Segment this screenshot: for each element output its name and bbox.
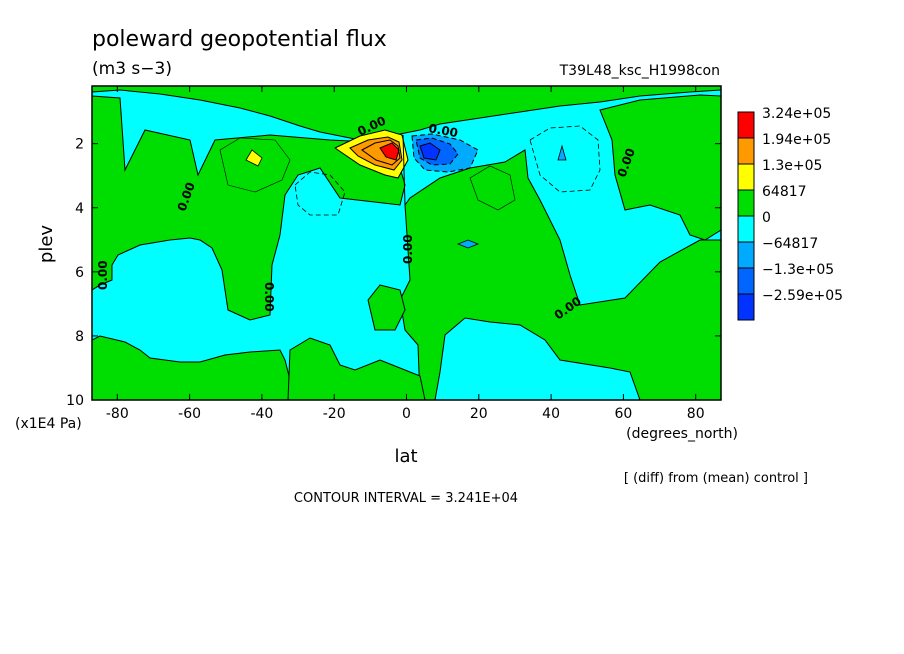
diff-note: [ (diff) from (mean) control ] [624,471,808,486]
legend-label: −1.3e+05 [762,262,834,278]
x-tick-label: -80 [106,406,129,422]
x-tick-label: -20 [323,406,346,422]
yellow-patch-south [245,149,263,167]
legend-swatch [737,267,755,295]
x-axis-units: (degrees_north) [626,426,738,442]
y-axis-label: plev [36,225,57,264]
legend-swatch [737,215,755,243]
plot-area [92,86,721,400]
contour-label: 0.00 [427,121,459,140]
legend-label: 1.3e+05 [762,158,822,174]
x-tick-label: -60 [178,406,201,422]
y-tick-label: 4 [75,201,84,217]
positive-region-northern-hemisphere [399,149,721,400]
legend-label: −64817 [762,236,818,252]
legend-swatch [737,137,755,165]
x-tick-label: 40 [542,406,560,422]
legend-swatch [737,111,755,139]
weak-positive-contour-south [219,137,291,193]
legend-label: 64817 [762,184,807,200]
y-tick-label: 2 [75,137,84,153]
blue-patch-north [557,144,567,161]
legend-label: 3.24e+05 [762,106,831,122]
contour-label: 0.00 [401,234,415,264]
positive-region-southern-hemisphere [92,95,406,321]
legend-swatch [737,241,755,269]
negative-anomaly-lobe [411,133,479,173]
contour-label: 0.00 [96,260,110,290]
legend-swatch [737,163,755,191]
legend-label: −2.59e+05 [762,288,843,304]
x-tick-label: -40 [250,406,273,422]
x-tick-label: 20 [470,406,488,422]
positive-region-equatorial-bottom [287,337,426,400]
negative-island-south [294,171,346,216]
legend-swatch [737,293,755,321]
contour-label: 0.00 [262,282,276,312]
color-legend: 3.24e+05 1.94e+05 1.3e+05 64817 0 −64817 −1.3e… [737,106,843,321]
y-tick-label: 6 [75,265,84,281]
x-tick-label: 80 [687,406,705,422]
positive-region-bubble [367,284,406,331]
x-axis-label: lat [394,446,417,467]
run-label: T39L48_ksc_H1998con [559,63,720,79]
positive-anomaly-lobe [334,129,409,179]
zero-contour-equator [402,134,406,206]
y-axis: 2 4 6 8 10 [66,137,721,409]
x-tick-label: 0 [402,406,411,422]
y-axis-units: (x1E4 Pa) [15,416,82,432]
chart-title: poleward geopotential flux [92,27,387,52]
x-tick-label: 60 [614,406,632,422]
contour-interval: CONTOUR INTERVAL = 3.241E+04 [294,491,518,506]
y-tick-label: 8 [75,329,84,345]
y-tick-label: 10 [66,393,84,409]
negative-island-north [529,125,601,193]
legend-label: 0 [762,210,771,226]
blue-patch-equator [456,239,480,249]
weak-positive-contour-north [469,165,516,211]
x-axis: -80 -60 -40 -20 0 20 40 60 80 [106,86,705,422]
positive-region-midlatitude-north [599,94,721,241]
legend-swatch [737,189,755,217]
legend-label: 1.94e+05 [762,132,831,148]
chart-units: (m3 s−3) [92,59,172,79]
